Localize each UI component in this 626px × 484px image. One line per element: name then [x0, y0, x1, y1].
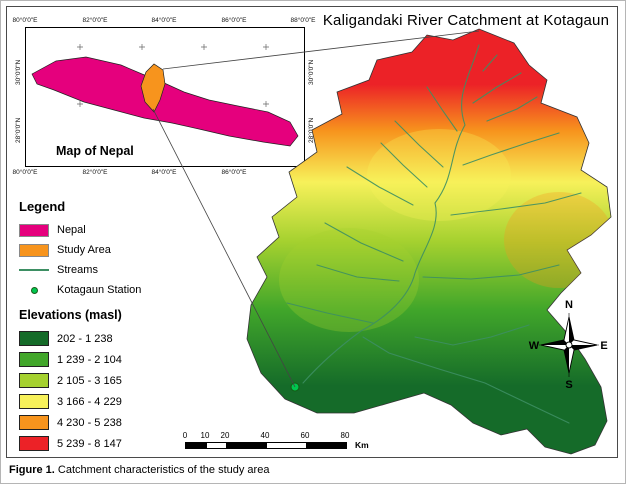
figure-caption-text: Catchment characteristics of the study a… [54, 464, 270, 476]
map-frame: Kaligandaki River Catchment at Kotagaun … [6, 6, 618, 458]
scale-segment [226, 443, 266, 448]
elevation-class-row: 1 239 - 2 104 [19, 349, 209, 370]
scale-tick: 0 [182, 431, 188, 440]
elevation-range-label: 4 230 - 5 238 [57, 416, 122, 429]
scale-tick: 80 [340, 431, 350, 440]
scale-tick: 60 [300, 431, 310, 440]
compass-star-fill [541, 317, 597, 373]
kotagaun-station-marker [290, 382, 300, 392]
legend-item-kotagaun-station: Kotagaun Station [19, 280, 209, 300]
legend: Legend Nepal Study Area Streams Kotagaun… [19, 199, 209, 454]
elevation-range-label: 202 - 1 238 [57, 332, 113, 345]
compass-hub [565, 341, 573, 349]
elevation-range-label: 3 166 - 4 229 [57, 395, 122, 408]
catchment-map [246, 28, 612, 455]
lon-label: 82°0'0"E [82, 169, 108, 176]
lon-label: 86°0'0"E [221, 17, 247, 24]
station-swatch [19, 284, 49, 297]
inset-title: Map of Nepal [56, 144, 134, 158]
scale-tick: 10 [200, 431, 210, 440]
lon-label: 84°0'0"E [151, 169, 177, 176]
elevation-class-row: 2 105 - 3 165 [19, 370, 209, 391]
lon-label: 80°0'0"E [12, 17, 38, 24]
scale-bar-segments [185, 442, 347, 449]
nepal-swatch [19, 223, 49, 237]
elevation-swatch [19, 352, 49, 367]
lon-label: 88°0'0"E [290, 17, 316, 24]
legend-item-label: Streams [57, 264, 98, 276]
legend-item-streams: Streams [19, 260, 209, 280]
lat-label: 30°0'0"N [15, 59, 22, 85]
elevation-swatch [19, 373, 49, 388]
elevation-class-row: 4 230 - 5 238 [19, 412, 209, 433]
study-area-swatch [19, 243, 49, 257]
figure-caption: Figure 1. Catchment characteristics of t… [9, 464, 269, 476]
elevation-range-label: 2 105 - 3 165 [57, 374, 122, 387]
elevation-range-label: 5 239 - 8 147 [57, 437, 122, 450]
elevation-class-row: 5 239 - 8 147 [19, 433, 209, 454]
compass-south-label: S [565, 379, 572, 391]
legend-item-label: Kotagaun Station [57, 284, 142, 296]
scale-segment [186, 443, 206, 448]
streams-swatch [19, 264, 49, 277]
stream-network [286, 44, 582, 424]
legend-item-label: Nepal [57, 224, 86, 236]
map-title: Kaligandaki River Catchment at Kotagaun [322, 12, 610, 29]
legend-heading: Legend [19, 199, 66, 214]
scale-unit-label: Km [355, 440, 369, 450]
legend-item-study-area: Study Area [19, 240, 209, 260]
scale-segment [306, 443, 346, 448]
elevation-swatch [19, 436, 49, 451]
station-dot-icon [30, 286, 38, 294]
elevation-class-row: 3 166 - 4 229 [19, 391, 209, 412]
elevations-heading: Elevations (masl) [19, 308, 122, 322]
elevation-swatch [19, 415, 49, 430]
stream-line-icon [19, 269, 49, 271]
legend-item-nepal: Nepal [19, 220, 209, 240]
lon-label: 84°0'0"E [151, 17, 177, 24]
scale-bar: 0 10 20 40 60 80 Km [179, 431, 391, 455]
lon-label: 80°0'0"E [12, 169, 38, 176]
compass-east-label: E [600, 340, 607, 352]
lat-label: 28°0'0"N [15, 117, 22, 143]
compass-north-label: N [565, 299, 573, 311]
compass-rose: N E S W [529, 299, 608, 391]
legend-item-label: Study Area [57, 244, 111, 256]
scale-segment [266, 443, 306, 448]
compass-west-label: W [529, 340, 540, 352]
elevation-class-row: 202 - 1 238 [19, 328, 209, 349]
study-area-shape [140, 63, 166, 113]
elevation-swatch [19, 331, 49, 346]
scale-tick: 20 [220, 431, 230, 440]
figure-caption-label: Figure 1. [9, 464, 55, 476]
scale-tick: 40 [260, 431, 270, 440]
scale-segment [206, 443, 226, 448]
elevation-range-label: 1 239 - 2 104 [57, 353, 122, 366]
elevation-swatch [19, 394, 49, 409]
lon-label: 82°0'0"E [82, 17, 108, 24]
